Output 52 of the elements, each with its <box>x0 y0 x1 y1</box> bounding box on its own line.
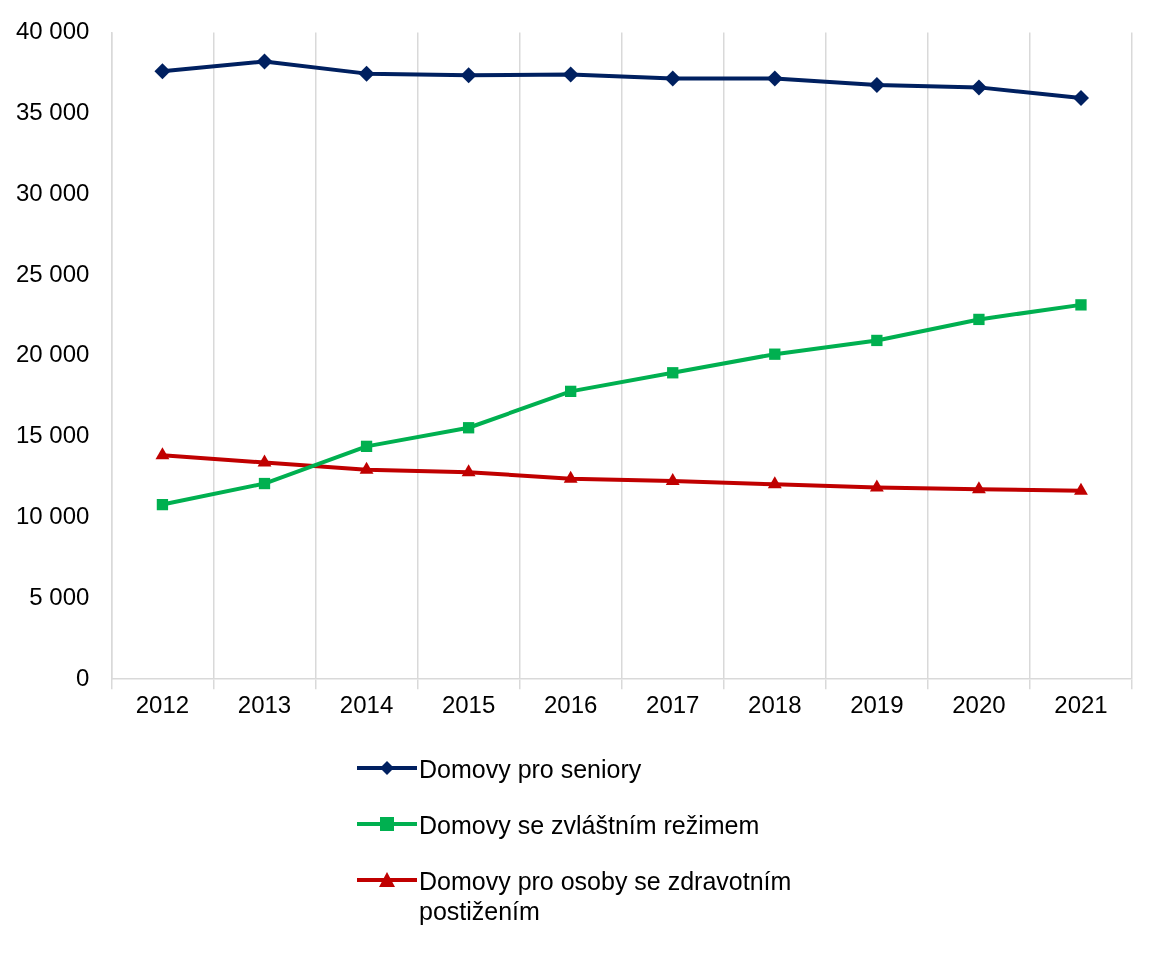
point <box>1075 299 1087 311</box>
y-tick-label: 0 <box>76 663 90 691</box>
point <box>256 53 273 70</box>
x-tick-label: 2015 <box>441 691 496 719</box>
y-tick-label: 35 000 <box>16 97 90 125</box>
point <box>155 447 170 460</box>
legend-label: Domovy se zvláštním režimem <box>419 810 760 840</box>
legend-label: Domovy pro seniory <box>419 754 642 784</box>
x-tick-label: 2017 <box>646 691 700 719</box>
point <box>258 477 271 490</box>
point <box>360 440 373 453</box>
x-tick-label: 2012 <box>135 691 190 719</box>
y-tick-label: 5 000 <box>29 582 90 610</box>
point <box>562 66 579 83</box>
legend-label: Domovy pro osoby se zdravotním postižením <box>419 866 793 926</box>
x-tick-label: 2018 <box>748 691 802 719</box>
point <box>461 464 476 477</box>
point <box>868 76 885 93</box>
y-tick-label: 30 000 <box>16 178 90 206</box>
point <box>358 65 375 82</box>
point <box>664 70 681 87</box>
point <box>460 67 477 84</box>
point <box>970 79 987 96</box>
point <box>767 476 782 489</box>
point <box>1074 482 1088 495</box>
point <box>359 461 374 474</box>
point <box>154 63 171 80</box>
point <box>766 70 783 87</box>
point <box>665 473 680 486</box>
x-tick-label: 2021 <box>1054 691 1108 719</box>
y-tick-label: 40 000 <box>16 17 90 45</box>
point <box>769 348 781 360</box>
point <box>869 479 884 492</box>
y-tick-label: 15 000 <box>16 421 90 449</box>
point <box>565 385 577 398</box>
point <box>971 481 986 494</box>
point <box>973 313 985 326</box>
point <box>871 334 883 347</box>
point <box>563 470 578 483</box>
x-tick-label: 2016 <box>543 691 598 719</box>
y-tick-label: 25 000 <box>16 259 90 287</box>
x-tick-label: 2013 <box>237 691 292 719</box>
x-tick-label: 2019 <box>850 691 904 719</box>
point <box>156 498 169 511</box>
y-tick-label: 10 000 <box>16 502 90 530</box>
point <box>257 454 272 467</box>
point <box>667 367 679 379</box>
x-tick-label: 2020 <box>952 691 1006 719</box>
y-tick-label: 20 000 <box>16 340 90 368</box>
point <box>462 422 475 434</box>
point <box>1072 89 1089 106</box>
x-tick-label: 2014 <box>339 691 394 719</box>
